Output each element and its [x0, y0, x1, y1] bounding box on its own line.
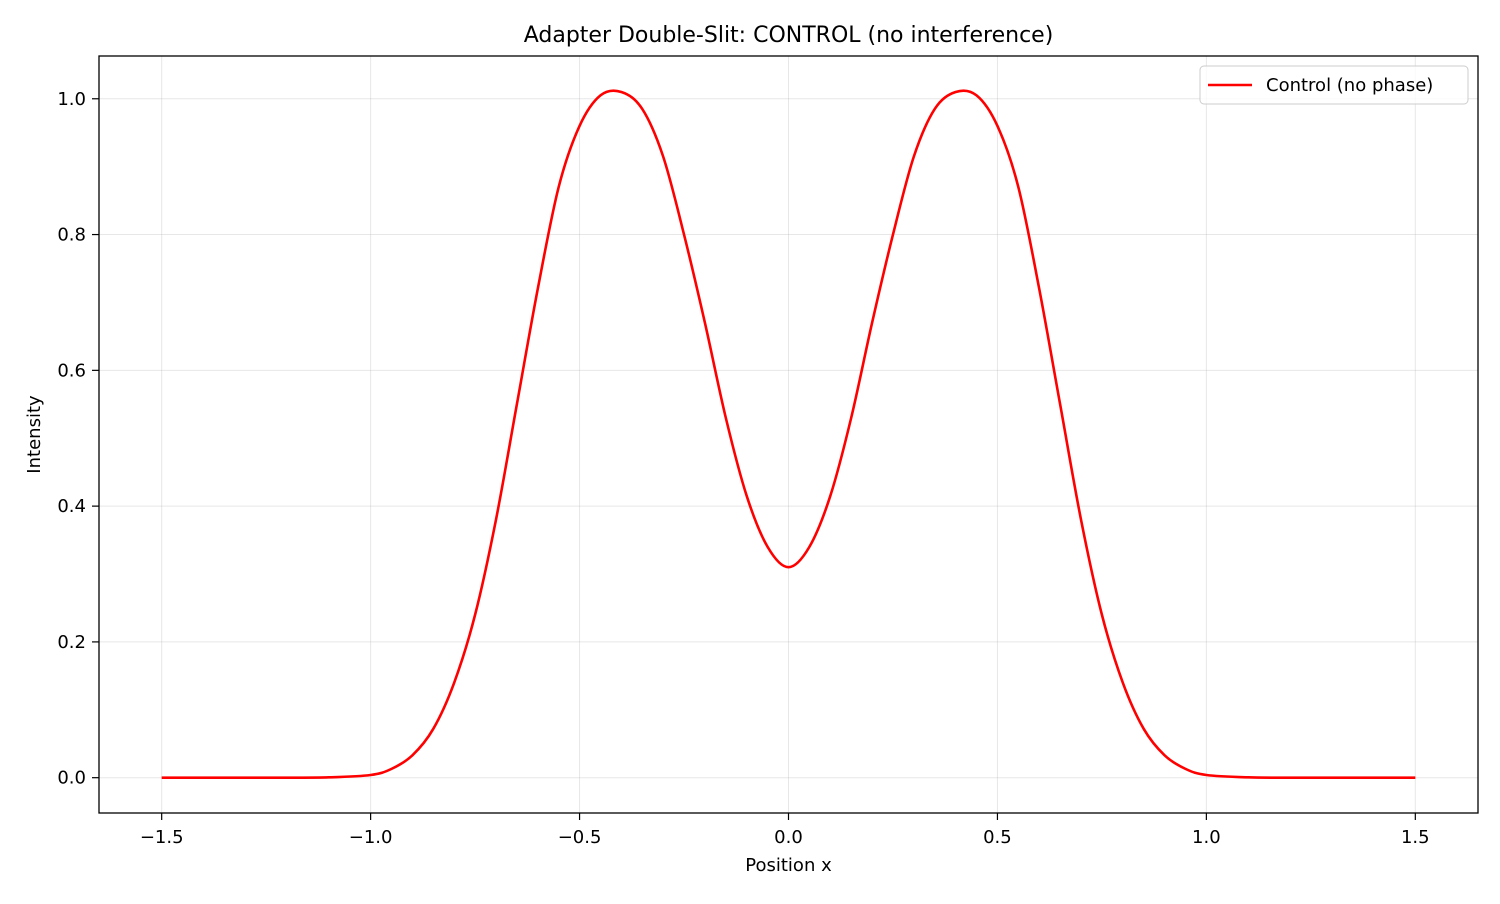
- y-tick-label: 0.2: [57, 632, 86, 653]
- legend-box: [1199, 65, 1469, 105]
- x-tick-label: −0.5: [558, 827, 602, 848]
- series-layer: [161, 89, 1416, 780]
- y-tick-label: 0.4: [57, 496, 86, 517]
- y-tick-label: 0.8: [57, 225, 86, 246]
- x-tick-label: 1.5: [1401, 827, 1430, 848]
- x-axis-ticks: −1.5 −1.0 −0.5 0.0 0.5 1.0 1.5: [140, 813, 1430, 848]
- y-axis-ticks: 0.0 0.2 0.4 0.6 0.8 1.0: [57, 89, 99, 789]
- x-tick-label: 1.0: [1192, 827, 1221, 848]
- y-tick-label: 1.0: [57, 89, 86, 110]
- chart-title: Adapter Double-Slit: CONTROL (no interfe…: [524, 23, 1054, 48]
- x-tick-label: −1.5: [140, 827, 184, 848]
- series-line-control: [161, 89, 1416, 780]
- y-tick-label: 0.0: [57, 768, 86, 789]
- x-tick-label: 0.5: [983, 827, 1012, 848]
- x-axis-label: Position x: [745, 855, 832, 876]
- y-axis-label: Intensity: [24, 395, 45, 474]
- x-tick-label: 0.0: [774, 827, 803, 848]
- legend-label: Control (no phase): [1266, 75, 1433, 96]
- legend: Control (no phase): [1199, 65, 1469, 105]
- x-tick-label: −1.0: [349, 827, 393, 848]
- y-tick-label: 0.6: [57, 360, 86, 381]
